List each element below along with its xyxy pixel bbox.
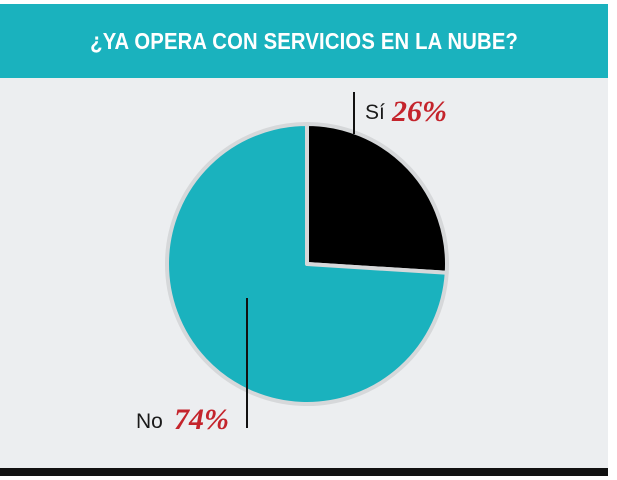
- pie-slice-si: [305, 122, 449, 275]
- label-no: No: [136, 410, 163, 433]
- chart-header: ¿YA OPERA CON SERVICIOS EN LA NUBE?: [0, 4, 608, 78]
- value-label-si: 26%: [391, 95, 447, 128]
- pie-slices: [165, 122, 449, 406]
- chart-title: ¿YA OPERA CON SERVICIOS EN LA NUBE?: [90, 27, 518, 54]
- bottom-rule: [0, 468, 608, 476]
- label-si: Sí: [365, 101, 385, 124]
- value-label-no: 74%: [174, 403, 229, 436]
- pie-slice-no: [165, 122, 449, 406]
